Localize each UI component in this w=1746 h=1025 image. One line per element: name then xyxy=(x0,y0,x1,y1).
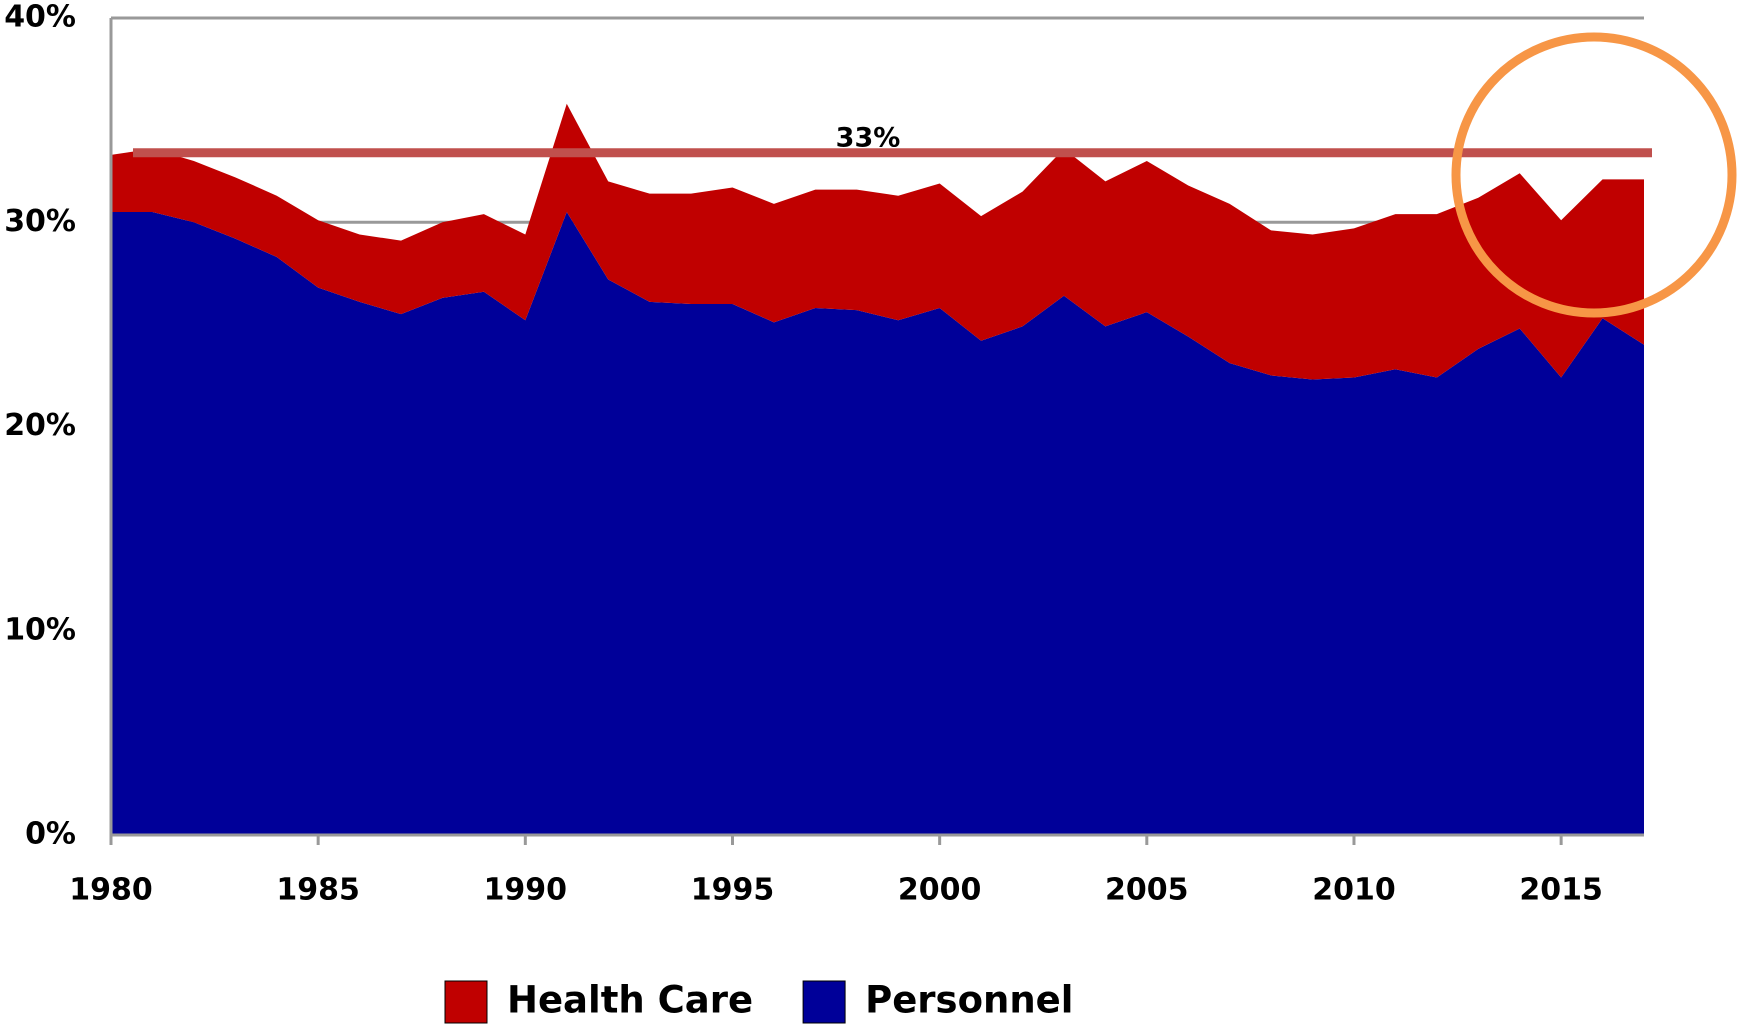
x-tick-label: 2015 xyxy=(1519,873,1603,908)
highlight-circle xyxy=(1451,32,1737,318)
x-tick-label: 1990 xyxy=(484,873,568,908)
x-tick-label: 1985 xyxy=(276,873,360,908)
legend-label: Personnel xyxy=(865,979,1073,1022)
legend-swatch xyxy=(802,980,846,1024)
legend-swatch xyxy=(444,980,488,1024)
x-tick-label: 2000 xyxy=(898,873,982,908)
area xyxy=(111,212,1644,836)
y-tick-label: 40% xyxy=(4,0,76,35)
y-tick-label: 30% xyxy=(4,204,76,239)
area xyxy=(111,103,1644,380)
reference-label: 33% xyxy=(836,122,901,153)
x-tick-label: 1980 xyxy=(69,873,153,908)
x-tick-label: 2010 xyxy=(1312,873,1396,908)
x-tick-label: 2005 xyxy=(1105,873,1189,908)
x-tick-label: 1995 xyxy=(691,873,775,908)
y-tick-label: 0% xyxy=(25,817,76,852)
legend-label: Health Care xyxy=(507,979,753,1022)
y-tick-label: 10% xyxy=(4,612,76,647)
y-tick-label: 20% xyxy=(4,408,76,443)
